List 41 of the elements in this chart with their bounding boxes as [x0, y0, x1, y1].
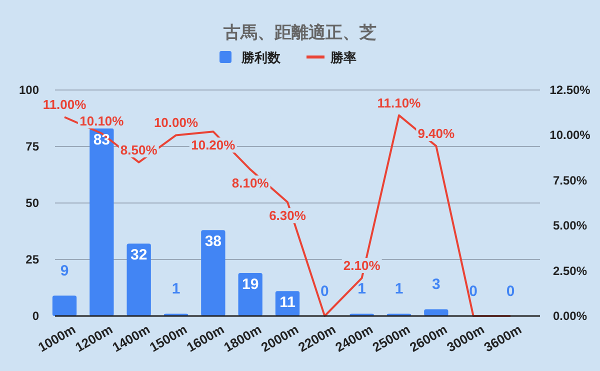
data-label: 3 [432, 276, 440, 294]
data-label: 38 [204, 233, 222, 250]
y2-tick-label: 12.50% [550, 83, 591, 97]
data-label: 8.50% [120, 142, 158, 158]
data-label: 8.10% [232, 176, 270, 191]
y2-tick-label: 7.50% [552, 173, 588, 188]
y-tick-label: 100 [18, 83, 40, 97]
data-label: 11.00% [42, 97, 87, 112]
data-label: 10.20% [191, 138, 236, 153]
data-label: 6.30% [269, 208, 306, 224]
data-label: 9.40% [418, 126, 456, 142]
data-label: 1 [172, 280, 180, 298]
bar [52, 296, 77, 316]
data-label: 9 [60, 262, 69, 280]
data-label: 32 [130, 246, 148, 264]
y2-tick-label: 5.00% [552, 218, 588, 233]
y2-tick-label: 0.00% [552, 309, 588, 323]
data-label: 0 [469, 283, 478, 300]
chart-title: 古馬、距離適正、芝 [222, 23, 376, 42]
y2-tick-label: 2.50% [552, 264, 588, 278]
data-label: 2.10% [343, 258, 381, 274]
bar [424, 309, 448, 316]
data-label: 11.10% [377, 95, 422, 110]
data-label: 83 [93, 131, 110, 148]
data-label: 0 [320, 283, 329, 300]
bar [126, 244, 151, 316]
y-tick-label: 50 [26, 196, 40, 210]
data-label: 1 [394, 280, 404, 298]
data-label: 11 [280, 294, 296, 312]
legend-label: 勝利数 [240, 50, 282, 65]
data-label: 10.00% [154, 115, 198, 130]
y-tick-label: 0 [32, 309, 40, 323]
legend-label: 勝率 [330, 50, 356, 65]
data-label: 0 [506, 283, 515, 300]
bar [201, 230, 226, 316]
y-tick-label: 75 [26, 140, 40, 154]
y2-tick-label: 10.00% [550, 128, 591, 142]
data-label: 1 [358, 280, 366, 298]
y-tick-label: 25 [26, 252, 40, 266]
data-label: 19 [242, 276, 259, 294]
data-label: 10.10% [80, 113, 124, 128]
